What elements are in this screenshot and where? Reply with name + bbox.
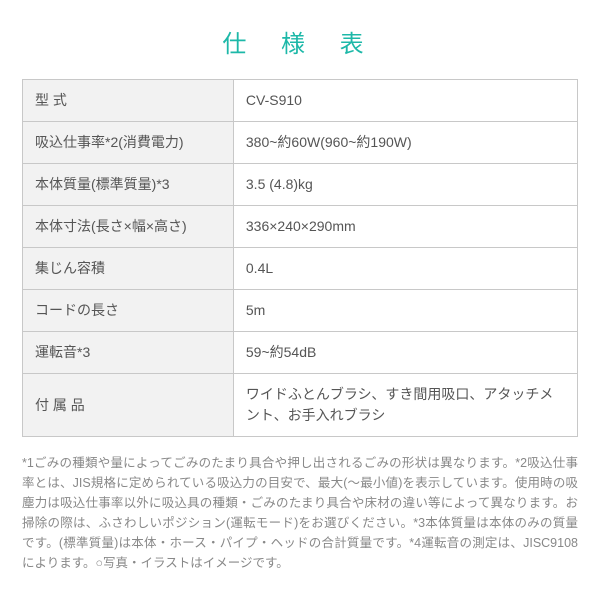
spec-value: 59~約54dB [233,332,577,374]
spec-label: 本体寸法(長さ×幅×高さ) [23,206,234,248]
spec-value: 0.4L [233,248,577,290]
spec-value: 5m [233,290,577,332]
spec-label: 型 式 [23,80,234,122]
spec-value: CV-S910 [233,80,577,122]
spec-label: 吸込仕事率*2(消費電力) [23,122,234,164]
spec-table: 型 式 CV-S910 吸込仕事率*2(消費電力) 380~約60W(960~約… [22,79,578,437]
spec-label: 運転音*3 [23,332,234,374]
table-row: 吸込仕事率*2(消費電力) 380~約60W(960~約190W) [23,122,578,164]
table-row: 型 式 CV-S910 [23,80,578,122]
spec-label: 集じん容積 [23,248,234,290]
table-row: 運転音*3 59~約54dB [23,332,578,374]
table-row: 本体寸法(長さ×幅×高さ) 336×240×290mm [23,206,578,248]
spec-value: 3.5 (4.8)kg [233,164,577,206]
spec-label: 付 属 品 [23,374,234,437]
spec-value: ワイドふとんブラシ、すき間用吸口、アタッチメント、お手入れブラシ [233,374,577,437]
spec-label: コードの長さ [23,290,234,332]
spec-label: 本体質量(標準質量)*3 [23,164,234,206]
table-row: 集じん容積 0.4L [23,248,578,290]
spec-value: 380~約60W(960~約190W) [233,122,577,164]
table-row: コードの長さ 5m [23,290,578,332]
table-row: 付 属 品 ワイドふとんブラシ、すき間用吸口、アタッチメント、お手入れブラシ [23,374,578,437]
footnote-text: *1ごみの種類や量によってごみのたまり具合や押し出されるごみの形状は異なります。… [22,453,578,573]
table-row: 本体質量(標準質量)*3 3.5 (4.8)kg [23,164,578,206]
page-title: 仕 様 表 [22,24,578,59]
spec-value: 336×240×290mm [233,206,577,248]
